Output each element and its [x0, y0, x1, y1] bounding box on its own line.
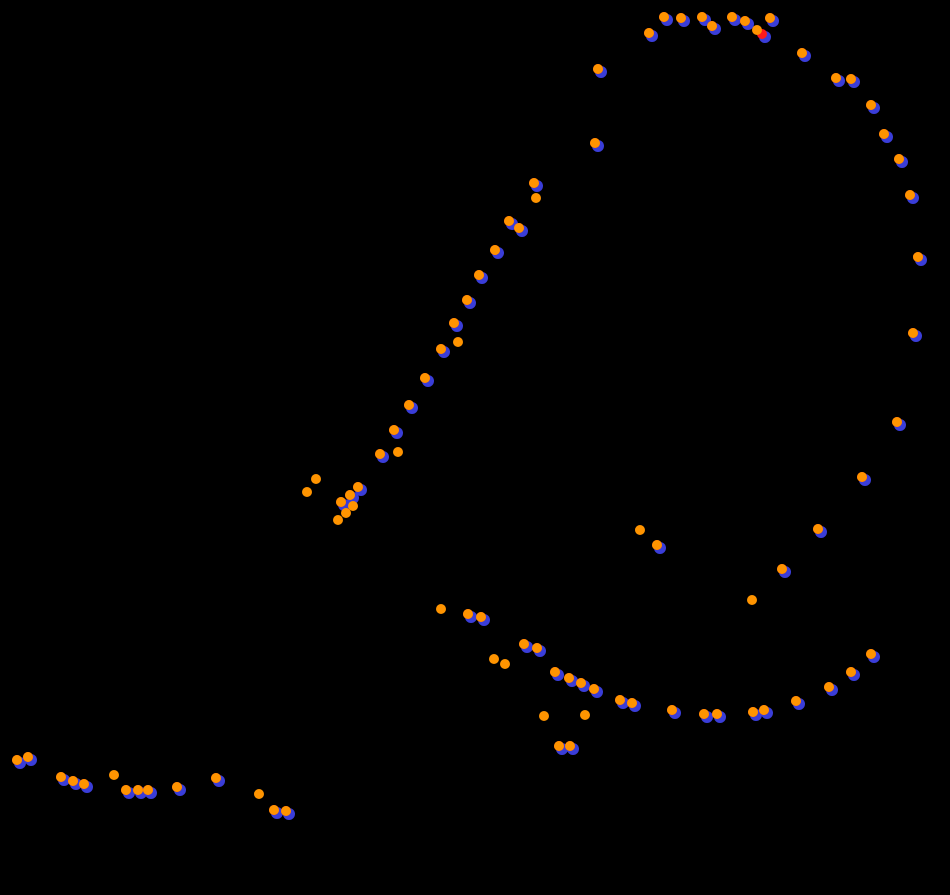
point-orange-layer	[908, 328, 918, 338]
point-orange-layer	[580, 710, 590, 720]
point-orange-layer	[529, 178, 539, 188]
point-orange-layer	[436, 604, 446, 614]
point-orange-layer	[765, 13, 775, 23]
point-orange-layer	[476, 612, 486, 622]
point-orange-layer	[519, 639, 529, 649]
point-orange-layer	[539, 711, 549, 721]
point-orange-layer	[752, 25, 762, 35]
point-orange-layer	[565, 741, 575, 751]
point-orange-layer	[420, 373, 430, 383]
point-orange-layer	[79, 779, 89, 789]
point-orange-layer	[894, 154, 904, 164]
point-orange-layer	[389, 425, 399, 435]
point-orange-layer	[56, 772, 66, 782]
point-orange-layer	[23, 752, 33, 762]
point-orange-layer	[172, 782, 182, 792]
point-orange-layer	[879, 129, 889, 139]
point-orange-layer	[635, 525, 645, 535]
point-orange-layer	[514, 223, 524, 233]
point-orange-layer	[281, 806, 291, 816]
point-orange-layer	[707, 21, 717, 31]
point-orange-layer	[375, 449, 385, 459]
point-orange-layer	[133, 785, 143, 795]
point-orange-layer	[589, 684, 599, 694]
point-orange-layer	[652, 540, 662, 550]
point-orange-layer	[913, 252, 923, 262]
point-orange-layer	[727, 12, 737, 22]
point-orange-layer	[336, 497, 346, 507]
point-orange-layer	[866, 100, 876, 110]
point-orange-layer	[302, 487, 312, 497]
point-orange-layer	[311, 474, 321, 484]
point-orange-layer	[449, 318, 459, 328]
point-orange-layer	[393, 447, 403, 457]
point-orange-layer	[644, 28, 654, 38]
point-orange-layer	[143, 785, 153, 795]
point-orange-layer	[453, 337, 463, 347]
point-orange-layer	[857, 472, 867, 482]
point-orange-layer	[531, 193, 541, 203]
point-orange-layer	[748, 707, 758, 717]
point-orange-layer	[740, 16, 750, 26]
point-orange-layer	[345, 490, 355, 500]
point-orange-layer	[712, 709, 722, 719]
point-orange-layer	[462, 295, 472, 305]
point-orange-layer	[831, 73, 841, 83]
point-orange-layer	[404, 400, 414, 410]
point-orange-layer	[348, 501, 358, 511]
point-orange-layer	[254, 789, 264, 799]
point-orange-layer	[532, 643, 542, 653]
scatter-plot	[0, 0, 950, 895]
point-orange-layer	[500, 659, 510, 669]
point-orange-layer	[109, 770, 119, 780]
point-orange-layer	[777, 564, 787, 574]
point-orange-layer	[759, 705, 769, 715]
point-orange-layer	[667, 705, 677, 715]
point-orange-layer	[12, 755, 22, 765]
point-orange-layer	[504, 216, 514, 226]
point-orange-layer	[121, 785, 131, 795]
point-orange-layer	[554, 741, 564, 751]
point-orange-layer	[593, 64, 603, 74]
point-orange-layer	[269, 805, 279, 815]
point-orange-layer	[846, 74, 856, 84]
point-orange-layer	[550, 667, 560, 677]
point-orange-layer	[211, 773, 221, 783]
point-orange-layer	[627, 698, 637, 708]
point-orange-layer	[866, 649, 876, 659]
point-orange-layer	[489, 654, 499, 664]
point-orange-layer	[747, 595, 757, 605]
point-orange-layer	[846, 667, 856, 677]
point-orange-layer	[797, 48, 807, 58]
point-orange-layer	[576, 678, 586, 688]
point-orange-layer	[699, 709, 709, 719]
point-orange-layer	[436, 344, 446, 354]
point-orange-layer	[791, 696, 801, 706]
point-orange-layer	[659, 12, 669, 22]
point-orange-layer	[676, 13, 686, 23]
point-orange-layer	[615, 695, 625, 705]
point-orange-layer	[564, 673, 574, 683]
point-orange-layer	[892, 417, 902, 427]
point-orange-layer	[697, 12, 707, 22]
point-orange-layer	[905, 190, 915, 200]
point-orange-layer	[590, 138, 600, 148]
point-orange-layer	[824, 682, 834, 692]
point-orange-layer	[353, 482, 363, 492]
point-orange-layer	[813, 524, 823, 534]
point-orange-layer	[463, 609, 473, 619]
point-orange-layer	[474, 270, 484, 280]
point-orange-layer	[68, 776, 78, 786]
point-orange-layer	[490, 245, 500, 255]
